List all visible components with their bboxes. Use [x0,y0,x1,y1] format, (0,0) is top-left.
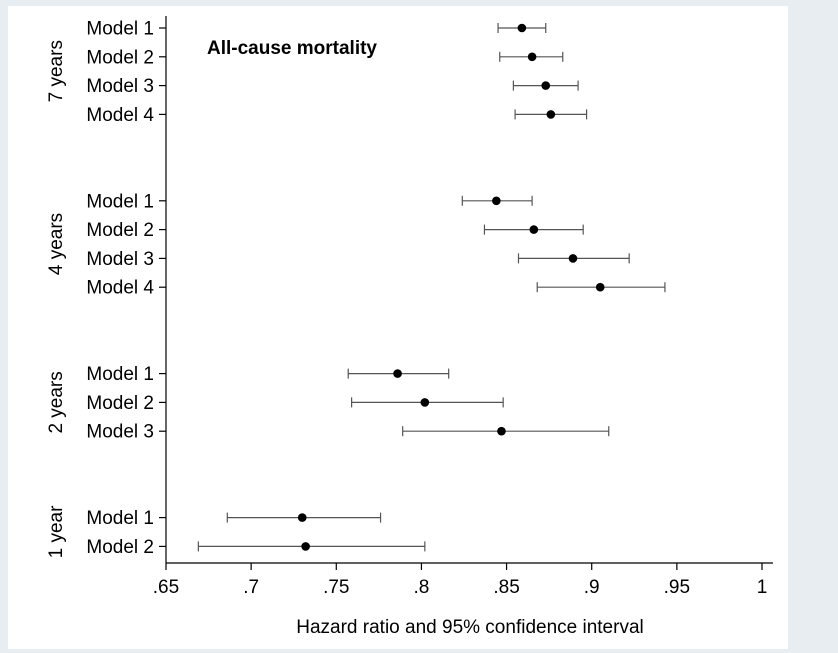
x-tick-label: .7 [243,577,259,598]
point-estimate [546,110,556,119]
point-estimate [527,52,537,62]
group-label: 7 years [46,40,67,102]
row-label: Model 2 [86,393,154,414]
row-label: Model 2 [86,47,154,68]
x-tick-label: .85 [493,577,519,598]
row-label: Model 3 [86,249,154,270]
row-label: Model 1 [86,364,154,385]
point-estimate [393,369,402,378]
point-estimate [297,513,307,522]
x-axis-label: Hazard ratio and 95% confidence interval [296,617,643,638]
row-label: Model 1 [86,508,154,529]
row-label: Model 3 [86,76,154,97]
plot-area [166,16,773,563]
chart-title: All-cause mortality [207,38,377,59]
row-label: Model 4 [86,105,154,126]
point-estimate [541,81,551,90]
row-label: Model 2 [86,220,154,241]
row-label: Model 3 [86,422,154,443]
point-estimate [497,426,506,436]
x-tick-label: .8 [413,577,429,598]
x-tick-label: 1 [757,577,768,598]
point-estimate [517,23,527,33]
point-estimate [568,254,578,263]
row-label: Model 1 [86,191,154,212]
point-estimate [529,225,539,234]
row-label: Model 2 [86,537,154,558]
group-label: 1 year [46,505,67,558]
x-tick-label: .95 [664,577,690,598]
group-label: 4 years [46,213,67,275]
point-estimate [595,282,605,292]
point-estimate [301,542,310,551]
group-label: 2 years [46,371,67,433]
point-estimate [492,196,501,206]
x-tick-label: .65 [153,577,179,598]
row-label: Model 1 [86,19,154,40]
point-estimate [420,398,430,407]
x-tick-label: .9 [584,577,600,598]
x-tick-label: .75 [323,577,349,598]
row-label: Model 4 [86,278,154,299]
